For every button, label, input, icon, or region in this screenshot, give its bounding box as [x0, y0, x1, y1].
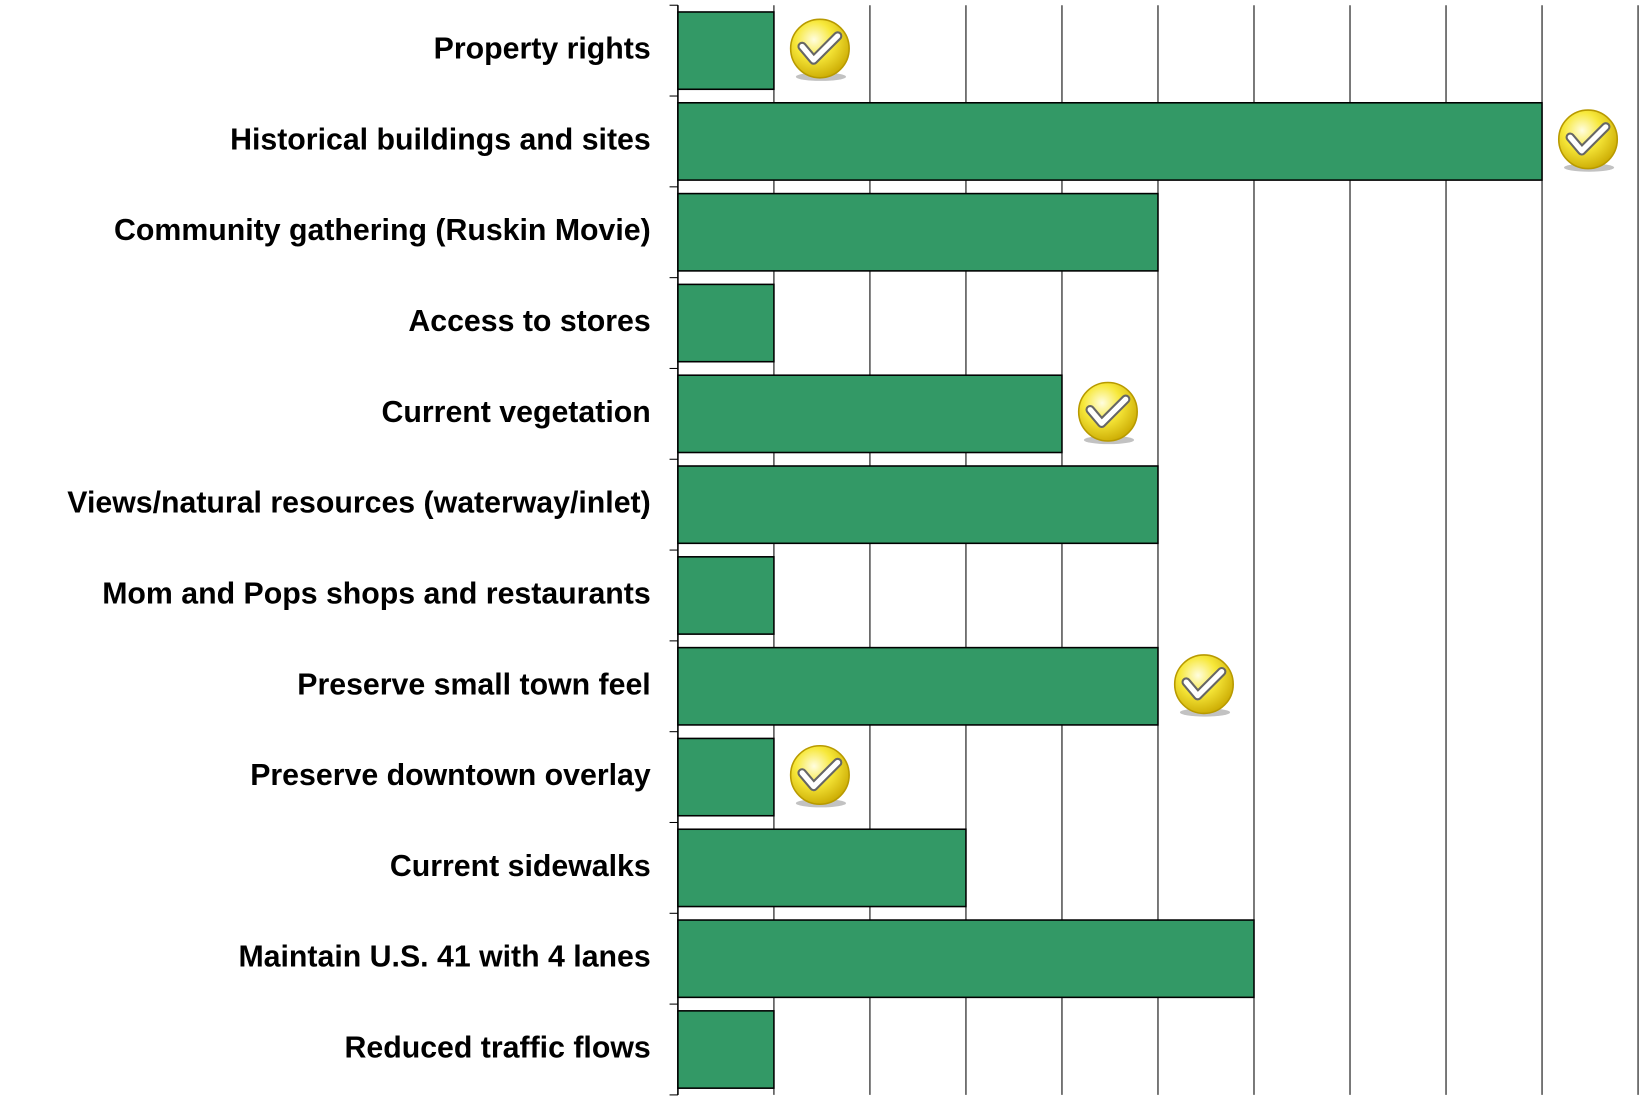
y-tick-label: Preserve downtown overlay — [250, 759, 651, 792]
checkmark — [1173, 654, 1234, 717]
checkmark — [789, 18, 850, 81]
y-tick-label: Community gathering (Ruskin Movie) — [114, 214, 651, 247]
y-tick-label: Mom and Pops shops and restaurants — [102, 577, 651, 610]
bar — [677, 828, 967, 908]
checkmark-tick — [799, 33, 841, 63]
bar — [677, 192, 1159, 272]
checkmark — [789, 744, 850, 808]
bar — [677, 374, 1063, 454]
y-tick-label: Current vegetation — [382, 396, 651, 429]
checkmark — [1557, 109, 1619, 172]
bar — [677, 1010, 775, 1089]
y-tick-label: Reduced traffic flows — [345, 1032, 651, 1065]
bar — [677, 465, 1159, 545]
bar — [677, 283, 775, 363]
bar — [677, 101, 1543, 181]
checkmark-tick — [1183, 669, 1225, 699]
checkmark-tick — [799, 759, 841, 790]
checkmark — [1077, 381, 1138, 445]
bar — [677, 11, 775, 91]
y-tick-label: Views/natural resources (waterway/inlet) — [67, 487, 650, 520]
y-tick-label: Current sidewalks — [390, 850, 651, 883]
checkmark-tick — [1567, 124, 1609, 154]
y-tick-label: Property rights — [434, 33, 651, 66]
bar — [677, 646, 1159, 726]
bar — [677, 556, 775, 635]
y-tick-label: Access to stores — [408, 305, 650, 338]
y-tick-label: Preserve small town feel — [297, 668, 650, 701]
bar — [677, 919, 1255, 999]
y-tick-label: Maintain U.S. 41 with 4 lanes — [238, 941, 650, 974]
y-tick-label: Historical buildings and sites — [230, 123, 651, 156]
checkmark-tick — [1087, 396, 1129, 426]
bar — [677, 737, 775, 817]
